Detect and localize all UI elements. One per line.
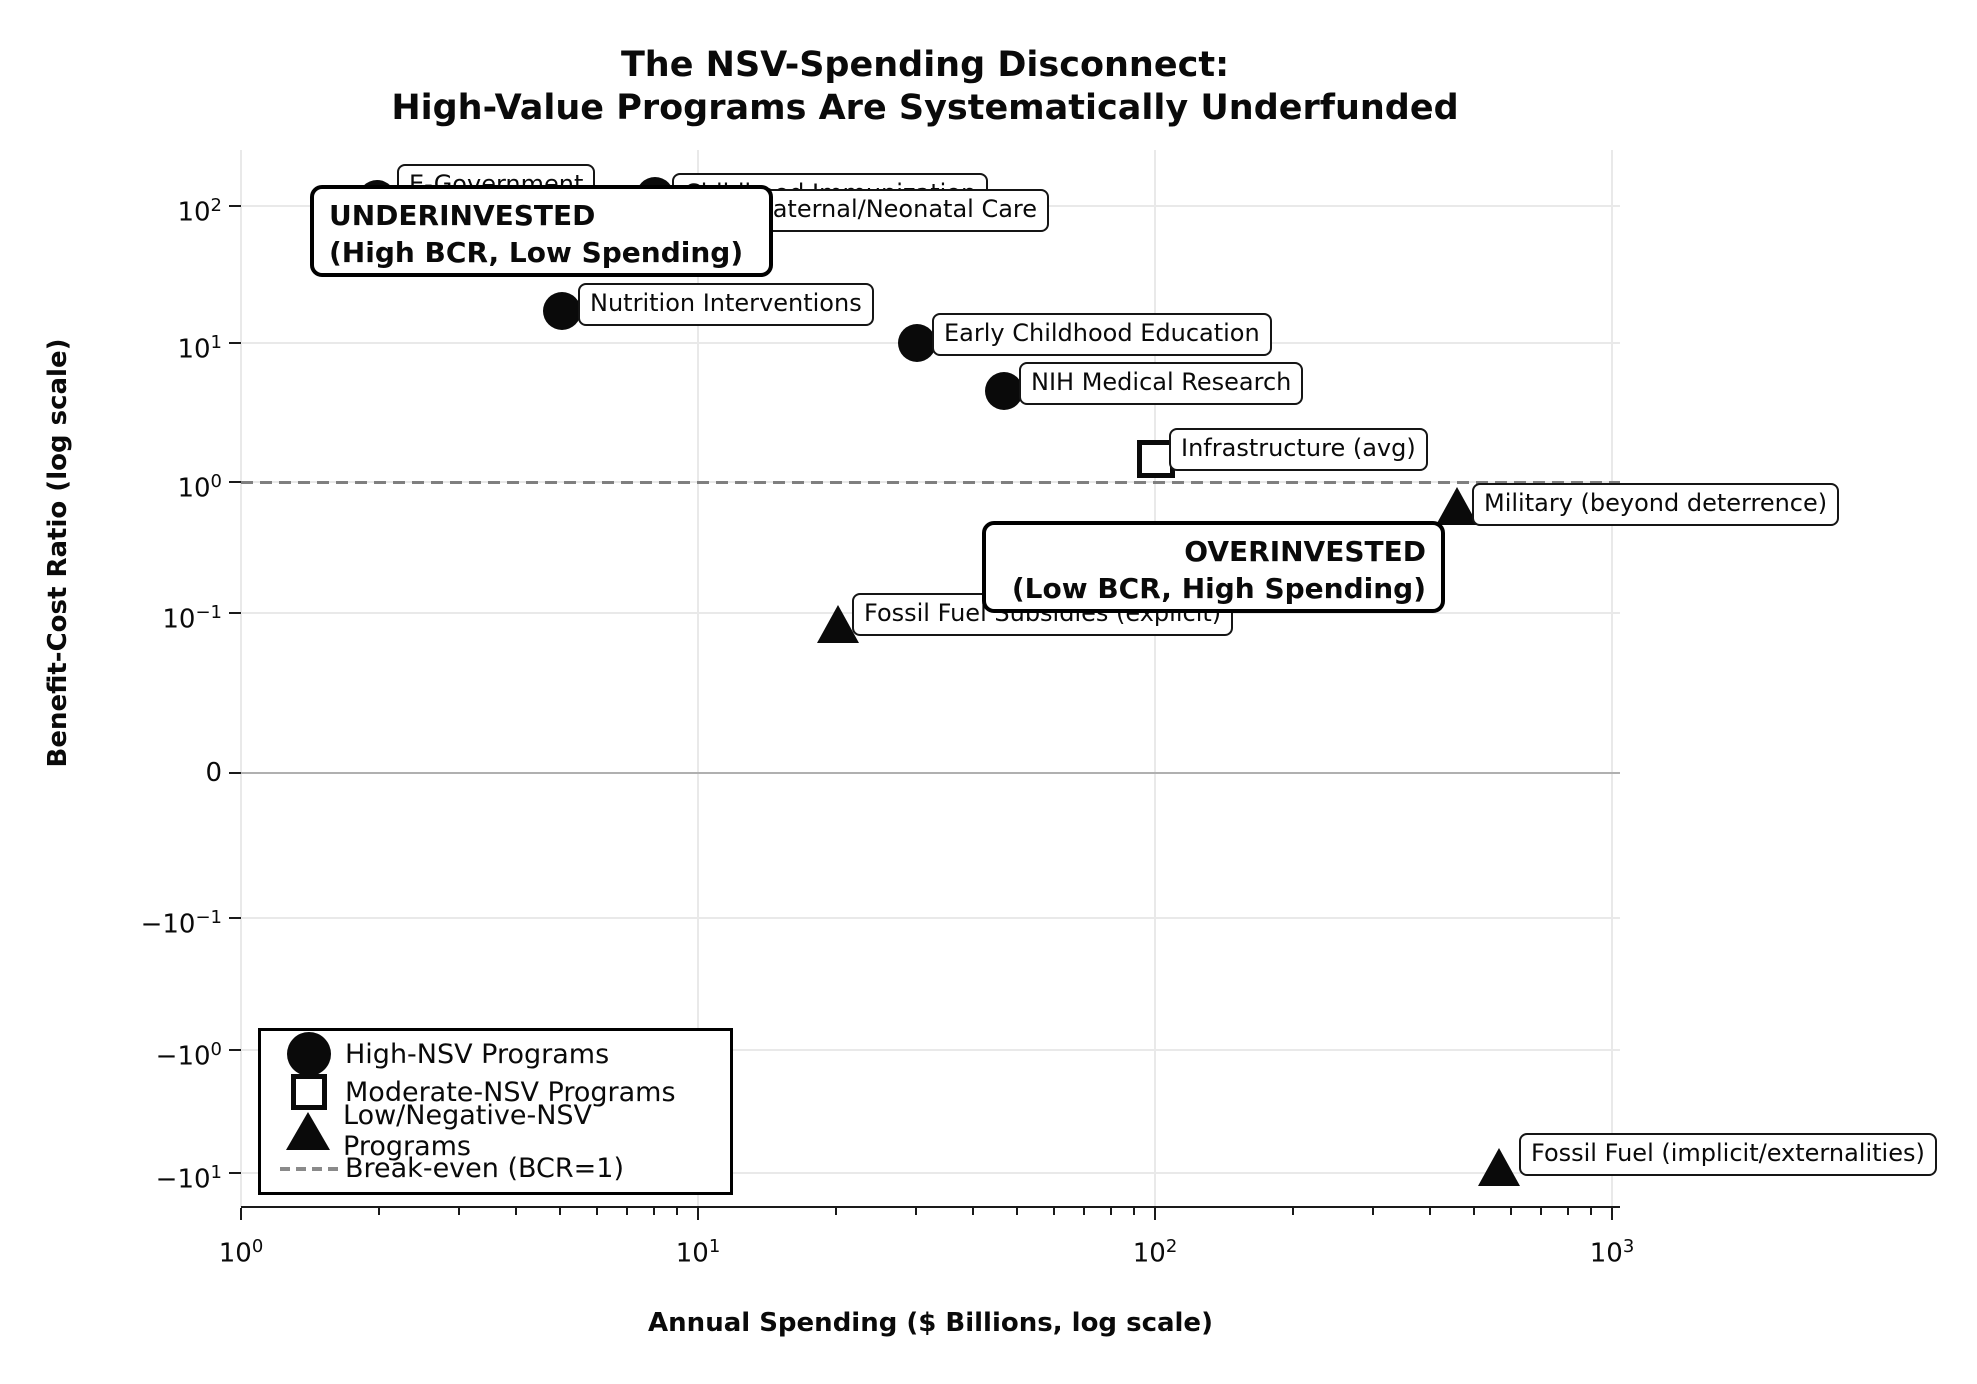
y-tick-mark <box>229 917 241 919</box>
y-tick-label: 0 <box>205 758 222 788</box>
breakeven-dashed-line <box>241 481 1620 484</box>
x-tick-mark <box>1611 1208 1613 1220</box>
y-tick-mark <box>229 772 241 774</box>
legend-label: Break-even (BCR=1) <box>345 1153 624 1185</box>
chart-title-line2: High-Value Programs Are Systematically U… <box>391 88 1459 128</box>
y-gridline <box>241 1049 1620 1051</box>
x-minor-tick-mark <box>458 1208 461 1215</box>
y-tick-mark <box>229 612 241 614</box>
legend-label: Moderate-NSV Programs <box>345 1076 676 1108</box>
x-tick-mark <box>240 1208 242 1220</box>
x-minor-tick-mark <box>834 1208 837 1215</box>
x-gridline <box>697 150 699 1207</box>
data-point-fossil-fuel-subsidies-explicit <box>816 604 860 644</box>
data-point-military-beyond-deterrence <box>1435 486 1479 526</box>
legend-row-low-negative-nsv: Low/Negative-NSV Programs <box>273 1100 718 1162</box>
y-tick-mark <box>229 342 241 344</box>
x-minor-tick-mark <box>1016 1208 1019 1215</box>
x-minor-tick-mark <box>1473 1208 1476 1215</box>
x-minor-tick-mark <box>1590 1208 1593 1215</box>
data-point-early-childhood-education <box>898 324 936 362</box>
x-minor-tick-mark <box>1429 1208 1432 1215</box>
annotation-overinvested-line1: OVERINVESTED <box>1184 535 1426 568</box>
annotation-underinvested-line1: UNDERINVESTED <box>329 199 596 232</box>
x-minor-tick-mark <box>559 1208 562 1215</box>
point-label-infrastructure-avg: Infrastructure (avg) <box>1169 428 1428 471</box>
zero-line <box>241 772 1620 774</box>
y-gridline <box>241 917 1620 919</box>
chart-title: The NSV-Spending Disconnect: High-Value … <box>230 44 1620 130</box>
x-minor-tick-mark <box>1083 1208 1086 1215</box>
x-minor-tick-mark <box>1109 1208 1112 1215</box>
point-label-maternal-neonatal-care: Maternal/Neonatal Care <box>740 189 1050 232</box>
dashed-line-icon <box>273 1166 345 1171</box>
legend-label: Low/Negative-NSV Programs <box>343 1099 593 1162</box>
chart-title-line1: The NSV-Spending Disconnect: <box>620 45 1230 85</box>
x-minor-tick-mark <box>1509 1208 1512 1215</box>
x-minor-tick-mark <box>595 1208 598 1215</box>
legend-label: High-NSV Programs <box>345 1038 610 1070</box>
y-tick-mark <box>229 205 241 207</box>
x-gridline <box>240 150 242 1207</box>
x-gridline <box>1611 150 1613 1207</box>
point-label-nih-medical-research: NIH Medical Research <box>1019 362 1304 405</box>
x-minor-tick-mark <box>915 1208 918 1215</box>
y-tick-label: −10−1 <box>140 907 222 940</box>
x-tick-mark <box>697 1208 699 1220</box>
annotation-overinvested: OVERINVESTED (Low BCR, High Spending) <box>982 521 1445 613</box>
x-minor-tick-mark <box>626 1208 629 1215</box>
square-icon <box>273 1074 345 1111</box>
y-tick-label: 102 <box>177 195 222 228</box>
circle-icon <box>273 1032 345 1077</box>
x-tick-label: 100 <box>218 1236 264 1269</box>
data-point-nutrition-interventions <box>543 292 581 330</box>
x-minor-tick-mark <box>1372 1208 1375 1215</box>
x-minor-tick-mark <box>1133 1208 1136 1215</box>
x-minor-tick-mark <box>652 1208 655 1215</box>
y-tick-label: −100 <box>155 1039 222 1072</box>
y-tick-mark <box>229 1172 241 1174</box>
y-tick-mark <box>229 1049 241 1051</box>
point-label-early-childhood-education: Early Childhood Education <box>932 313 1272 356</box>
data-point-fossil-fuel-implicit-externalities <box>1477 1147 1521 1187</box>
y-axis-label: Benefit-Cost Ratio (log scale) <box>43 338 73 768</box>
x-axis-spine <box>241 1206 1620 1208</box>
x-minor-tick-mark <box>972 1208 975 1215</box>
point-label-military-beyond-deterrence: Military (beyond deterrence) <box>1472 483 1840 526</box>
data-point-nih-medical-research <box>985 372 1023 410</box>
x-minor-tick-mark <box>1291 1208 1294 1215</box>
x-minor-tick-mark <box>515 1208 518 1215</box>
y-gridline <box>241 1172 1620 1174</box>
legend: High-NSV Programs Moderate-NSV Programs … <box>258 1028 733 1195</box>
x-axis-label: Annual Spending ($ Billions, log scale) <box>648 1308 1213 1338</box>
annotation-underinvested-line2: (High BCR, Low Spending) <box>329 236 744 269</box>
x-tick-label: 102 <box>1132 1236 1178 1269</box>
y-tick-label: 100 <box>177 471 222 504</box>
x-minor-tick-mark <box>1052 1208 1055 1215</box>
x-minor-tick-mark <box>1566 1208 1569 1215</box>
y-tick-label: 101 <box>177 332 222 365</box>
triangle-icon <box>273 1111 343 1151</box>
annotation-overinvested-line2: (Low BCR, High Spending) <box>1011 572 1426 605</box>
legend-row-moderate-nsv: Moderate-NSV Programs <box>273 1073 718 1111</box>
x-tick-label: 103 <box>1589 1236 1635 1269</box>
x-minor-tick-mark <box>676 1208 679 1215</box>
x-tick-mark <box>1154 1208 1156 1220</box>
point-label-nutrition-interventions: Nutrition Interventions <box>578 283 874 326</box>
annotation-underinvested: UNDERINVESTED (High BCR, Low Spending) <box>310 185 773 277</box>
legend-row-breakeven: Break-even (BCR=1) <box>273 1150 718 1188</box>
y-tick-label: −101 <box>155 1162 222 1195</box>
x-tick-label: 101 <box>675 1236 721 1269</box>
x-minor-tick-mark <box>377 1208 380 1215</box>
y-tick-label: 10−1 <box>162 602 222 635</box>
x-gridline <box>1154 150 1156 1207</box>
legend-row-high-nsv: High-NSV Programs <box>273 1032 718 1077</box>
x-minor-tick-mark <box>1540 1208 1543 1215</box>
point-label-fossil-fuel-implicit-externalities: Fossil Fuel (implicit/externalities) <box>1519 1133 1937 1176</box>
y-tick-mark <box>229 481 241 483</box>
